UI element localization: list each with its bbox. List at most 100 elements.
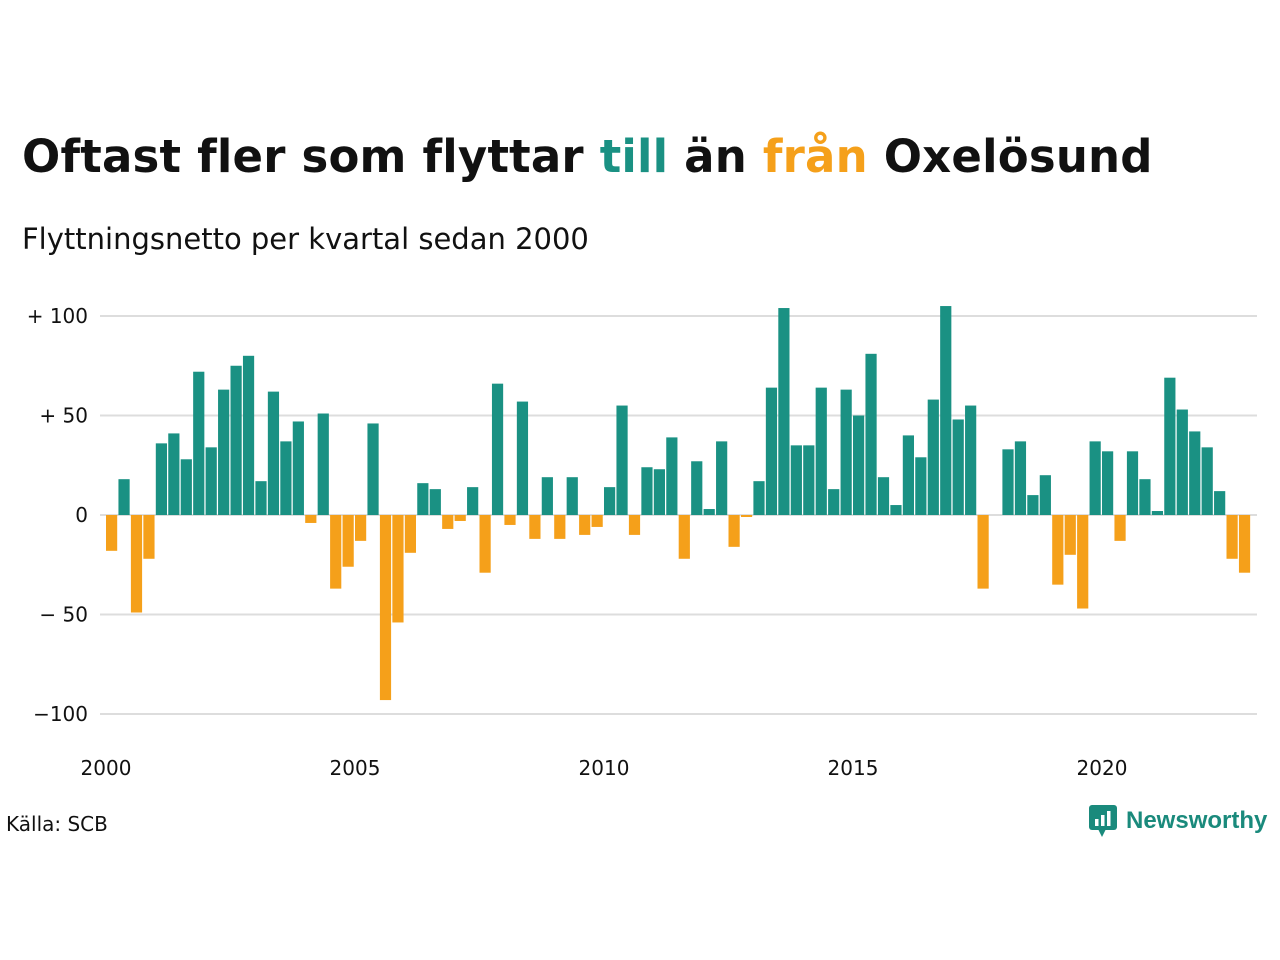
- bar: [516, 401, 529, 515]
- y-tick-label: + 100: [27, 304, 88, 328]
- bar: [230, 365, 242, 515]
- bar: [1002, 449, 1014, 515]
- bar: [180, 459, 192, 515]
- title-highlight-till: till: [599, 130, 669, 183]
- bar: [728, 515, 740, 547]
- bar: [815, 387, 827, 515]
- bar: [977, 515, 989, 589]
- bar: [1014, 441, 1027, 515]
- bar: [566, 477, 578, 515]
- brand-name: Newsworthy: [1126, 807, 1268, 834]
- bar: [1064, 515, 1076, 555]
- bar: [1201, 447, 1213, 515]
- bar: [355, 515, 367, 541]
- bar: [242, 355, 255, 515]
- bar: [740, 515, 753, 517]
- bar: [317, 413, 329, 515]
- bar: [641, 467, 653, 515]
- bar: [1102, 451, 1114, 515]
- bar: [678, 515, 690, 559]
- bar: [106, 515, 118, 551]
- bar: [1151, 511, 1163, 515]
- bar: [205, 447, 217, 515]
- x-tick-label: 2010: [579, 756, 630, 780]
- bar: [130, 515, 143, 613]
- x-tick-label: 2015: [828, 756, 879, 780]
- bar: [305, 515, 317, 523]
- bar: [367, 423, 379, 515]
- bar: [604, 487, 616, 515]
- bar: [828, 489, 840, 515]
- bar: [691, 461, 703, 515]
- bar: [118, 479, 130, 515]
- bar: [653, 469, 665, 515]
- bar: [491, 383, 504, 515]
- bar: [454, 515, 466, 521]
- x-tick-label: 2020: [1077, 756, 1128, 780]
- bar: [591, 515, 603, 527]
- bar: [529, 515, 541, 539]
- bar: [666, 437, 678, 515]
- bar: [554, 515, 566, 539]
- bar: [479, 515, 491, 573]
- bar: [417, 483, 429, 515]
- bar: [292, 421, 304, 515]
- bar: [1126, 451, 1139, 515]
- x-tick-label: 2000: [81, 756, 132, 780]
- y-tick-label: − 50: [39, 603, 88, 627]
- bar: [765, 387, 778, 515]
- bar: [541, 477, 553, 515]
- y-tick-label: + 50: [39, 404, 88, 428]
- title-part-1: Oftast fler som flyttar: [22, 130, 600, 183]
- bar: [218, 389, 230, 515]
- bar: [342, 515, 354, 567]
- chart-subtitle: Flyttningsnetto per kvartal sedan 2000: [22, 222, 589, 256]
- bar: [965, 405, 977, 515]
- bar: [1039, 475, 1051, 515]
- title-part-2: än: [668, 130, 763, 183]
- bar: [890, 505, 902, 515]
- bar: [915, 457, 927, 515]
- title-highlight-fran: från: [762, 130, 868, 183]
- bar: [267, 391, 280, 515]
- bar: [193, 371, 205, 515]
- bar: [255, 481, 267, 515]
- bar: [840, 389, 852, 515]
- bar: [1176, 409, 1188, 515]
- bar: [155, 443, 167, 515]
- bar: [803, 445, 815, 515]
- bar-chart: + 100 + 50 0 − 50 −100 2000 2005 2010 2015 2020: [27, 304, 1257, 780]
- bar: [778, 308, 790, 515]
- bar: [952, 419, 964, 515]
- bar: [616, 405, 628, 515]
- chart-title: Oftast fler som flyttar till än från Oxe…: [22, 130, 1153, 183]
- bar: [504, 515, 516, 525]
- bar: [753, 481, 765, 515]
- bar: [716, 441, 728, 515]
- bar: [1214, 491, 1226, 515]
- x-tick-label: 2005: [330, 756, 381, 780]
- bar: [703, 509, 715, 515]
- bar: [404, 515, 416, 553]
- bar: [392, 515, 404, 623]
- bar: [865, 353, 877, 515]
- bar: [579, 515, 591, 535]
- bar: [143, 515, 155, 559]
- bar: [1027, 495, 1039, 515]
- bar: [1139, 479, 1151, 515]
- bar: [280, 441, 292, 515]
- bar: [1189, 431, 1201, 515]
- bar: [1077, 515, 1089, 609]
- bar: [1114, 515, 1126, 541]
- bar: [442, 515, 454, 529]
- source-label: Källa: SCB: [6, 812, 108, 836]
- bar: [1089, 441, 1101, 515]
- bar: [429, 489, 441, 515]
- bar: [467, 487, 479, 515]
- bar: [330, 515, 342, 589]
- bar: [168, 433, 180, 515]
- bar: [927, 399, 939, 515]
- y-tick-label: −100: [33, 702, 88, 726]
- bar-chart-speech-icon: [1089, 805, 1117, 837]
- y-tick-label: 0: [75, 503, 88, 527]
